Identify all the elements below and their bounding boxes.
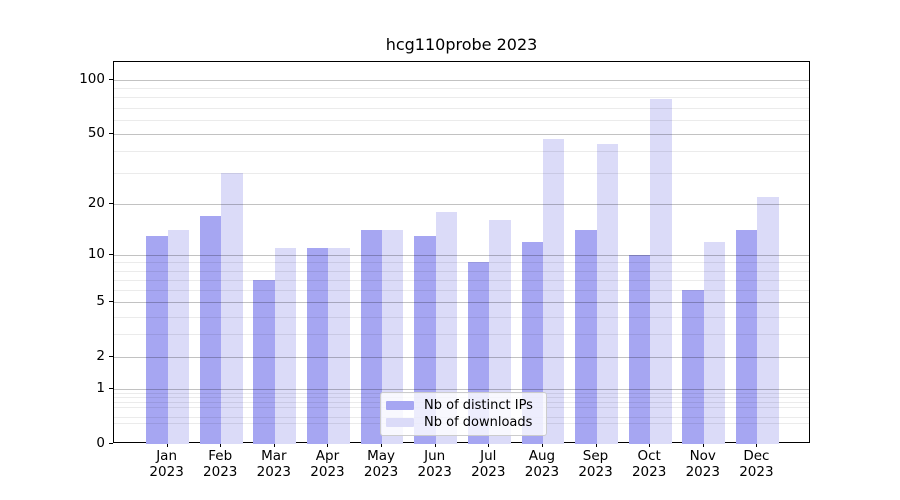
y-tick-label-10: 10 <box>87 245 105 262</box>
bar-downloads-dec-2023 <box>757 196 779 444</box>
bar-downloads-sep-2023 <box>596 143 618 444</box>
y-tick-label-100: 100 <box>79 70 105 87</box>
y-tick-label-5: 5 <box>96 293 105 310</box>
y-tick-mark-50 <box>109 132 113 134</box>
bar-distinct_ips-feb-2023 <box>199 215 222 444</box>
x-tick-mark-11 <box>702 443 704 447</box>
bar-distinct_ips-dec-2023 <box>735 230 758 444</box>
legend-label-downloads: Nb of downloads <box>424 415 533 431</box>
major-gridline-50 <box>114 133 809 135</box>
legend-label-distinct-ips: Nb of distinct IPs <box>424 397 533 413</box>
x-tick-mark-3 <box>273 443 275 447</box>
x-tick-label-jan-2023: Jan 2023 <box>149 448 184 480</box>
y-tick-label-50: 50 <box>87 124 105 141</box>
x-tick-label-jun-2023: Jun 2023 <box>417 448 452 480</box>
x-tick-mark-7 <box>488 443 490 447</box>
x-tick-mark-4 <box>327 443 329 447</box>
x-tick-label-oct-2023: Oct 2023 <box>631 448 667 480</box>
bar-distinct_ips-jun-2023 <box>414 235 436 444</box>
legend-swatch-downloads <box>386 418 414 428</box>
bar-downloads-aug-2023 <box>542 138 565 444</box>
minor-gridline-80 <box>114 97 809 99</box>
bar-distinct_ips-mar-2023 <box>253 279 275 444</box>
y-tick-mark-1 <box>109 388 113 390</box>
bar-distinct_ips-may-2023 <box>360 230 383 444</box>
major-gridline-10 <box>114 254 809 256</box>
x-tick-mark-5 <box>381 443 383 447</box>
bar-downloads-jun-2023 <box>435 211 458 444</box>
minor-gridline-7 <box>114 279 809 281</box>
y-tick-mark-5 <box>109 301 113 303</box>
x-tick-mark-12 <box>756 443 758 447</box>
x-tick-mark-9 <box>595 443 597 447</box>
x-tick-label-may-2023: May 2023 <box>363 448 399 480</box>
minor-gridline-9 <box>114 262 809 264</box>
x-tick-label-aug-2023: Aug 2023 <box>524 448 560 480</box>
legend-swatch-distinct-ips <box>386 400 414 410</box>
bar-distinct_ips-oct-2023 <box>628 254 651 444</box>
minor-gridline-6 <box>114 290 809 292</box>
y-tick-mark-100 <box>109 78 113 80</box>
y-tick-mark-0 <box>109 442 113 444</box>
major-gridline-5 <box>114 302 809 304</box>
y-tick-label-20: 20 <box>87 194 105 211</box>
minor-gridline-70 <box>114 107 809 109</box>
minor-gridline-3 <box>114 334 809 336</box>
minor-gridline-30 <box>114 173 809 175</box>
bar-distinct_ips-nov-2023 <box>682 290 704 444</box>
x-tick-label-dec-2023: Dec 2023 <box>739 448 774 480</box>
minor-gridline-90 <box>114 88 809 90</box>
legend-entry-downloads: Nb of downloads <box>386 414 540 432</box>
bar-downloads-mar-2023 <box>274 247 297 444</box>
chart-title: hcg110probe 2023 <box>385 35 538 54</box>
plot-area <box>113 61 810 444</box>
major-gridline-1 <box>114 389 809 391</box>
y-tick-label-0: 0 <box>96 434 105 451</box>
bar-downloads-jul-2023 <box>489 220 511 444</box>
bar-distinct_ips-sep-2023 <box>575 230 597 444</box>
x-tick-label-apr-2023: Apr 2023 <box>310 448 345 480</box>
x-tick-label-sep-2023: Sep 2023 <box>578 448 613 480</box>
legend: Nb of distinct IPs Nb of downloads <box>380 392 547 436</box>
y-tick-mark-10 <box>109 253 113 255</box>
bar-distinct_ips-jan-2023 <box>146 235 168 444</box>
minor-gridline-4 <box>114 316 809 318</box>
bar-downloads-apr-2023 <box>328 247 350 444</box>
y-tick-label-1: 1 <box>96 380 105 397</box>
y-tick-mark-20 <box>109 202 113 204</box>
x-tick-mark-1 <box>166 443 168 447</box>
minor-gridline-60 <box>114 119 809 121</box>
minor-gridline-8 <box>114 270 809 272</box>
major-gridline-100 <box>114 79 809 81</box>
legend-entry-distinct-ips: Nb of distinct IPs <box>386 397 540 415</box>
bar-downloads-jan-2023 <box>167 230 189 444</box>
bar-downloads-feb-2023 <box>221 173 243 444</box>
y-tick-label-2: 2 <box>96 348 105 365</box>
x-tick-label-mar-2023: Mar 2023 <box>256 448 292 480</box>
bar-distinct_ips-apr-2023 <box>307 247 329 444</box>
bar-downloads-may-2023 <box>382 230 404 444</box>
y-tick-mark-2 <box>109 356 113 358</box>
x-tick-mark-6 <box>434 443 436 447</box>
x-tick-mark-8 <box>541 443 543 447</box>
x-tick-label-feb-2023: Feb 2023 <box>203 448 238 480</box>
x-tick-label-nov-2023: Nov 2023 <box>685 448 720 480</box>
bar-downloads-nov-2023 <box>703 241 726 444</box>
minor-gridline-40 <box>114 151 809 153</box>
x-tick-label-jul-2023: Jul 2023 <box>471 448 506 480</box>
x-tick-mark-2 <box>220 443 222 447</box>
bar-downloads-oct-2023 <box>650 99 672 444</box>
x-tick-mark-10 <box>649 443 651 447</box>
major-gridline-20 <box>114 203 809 205</box>
major-gridline-2 <box>114 357 809 359</box>
